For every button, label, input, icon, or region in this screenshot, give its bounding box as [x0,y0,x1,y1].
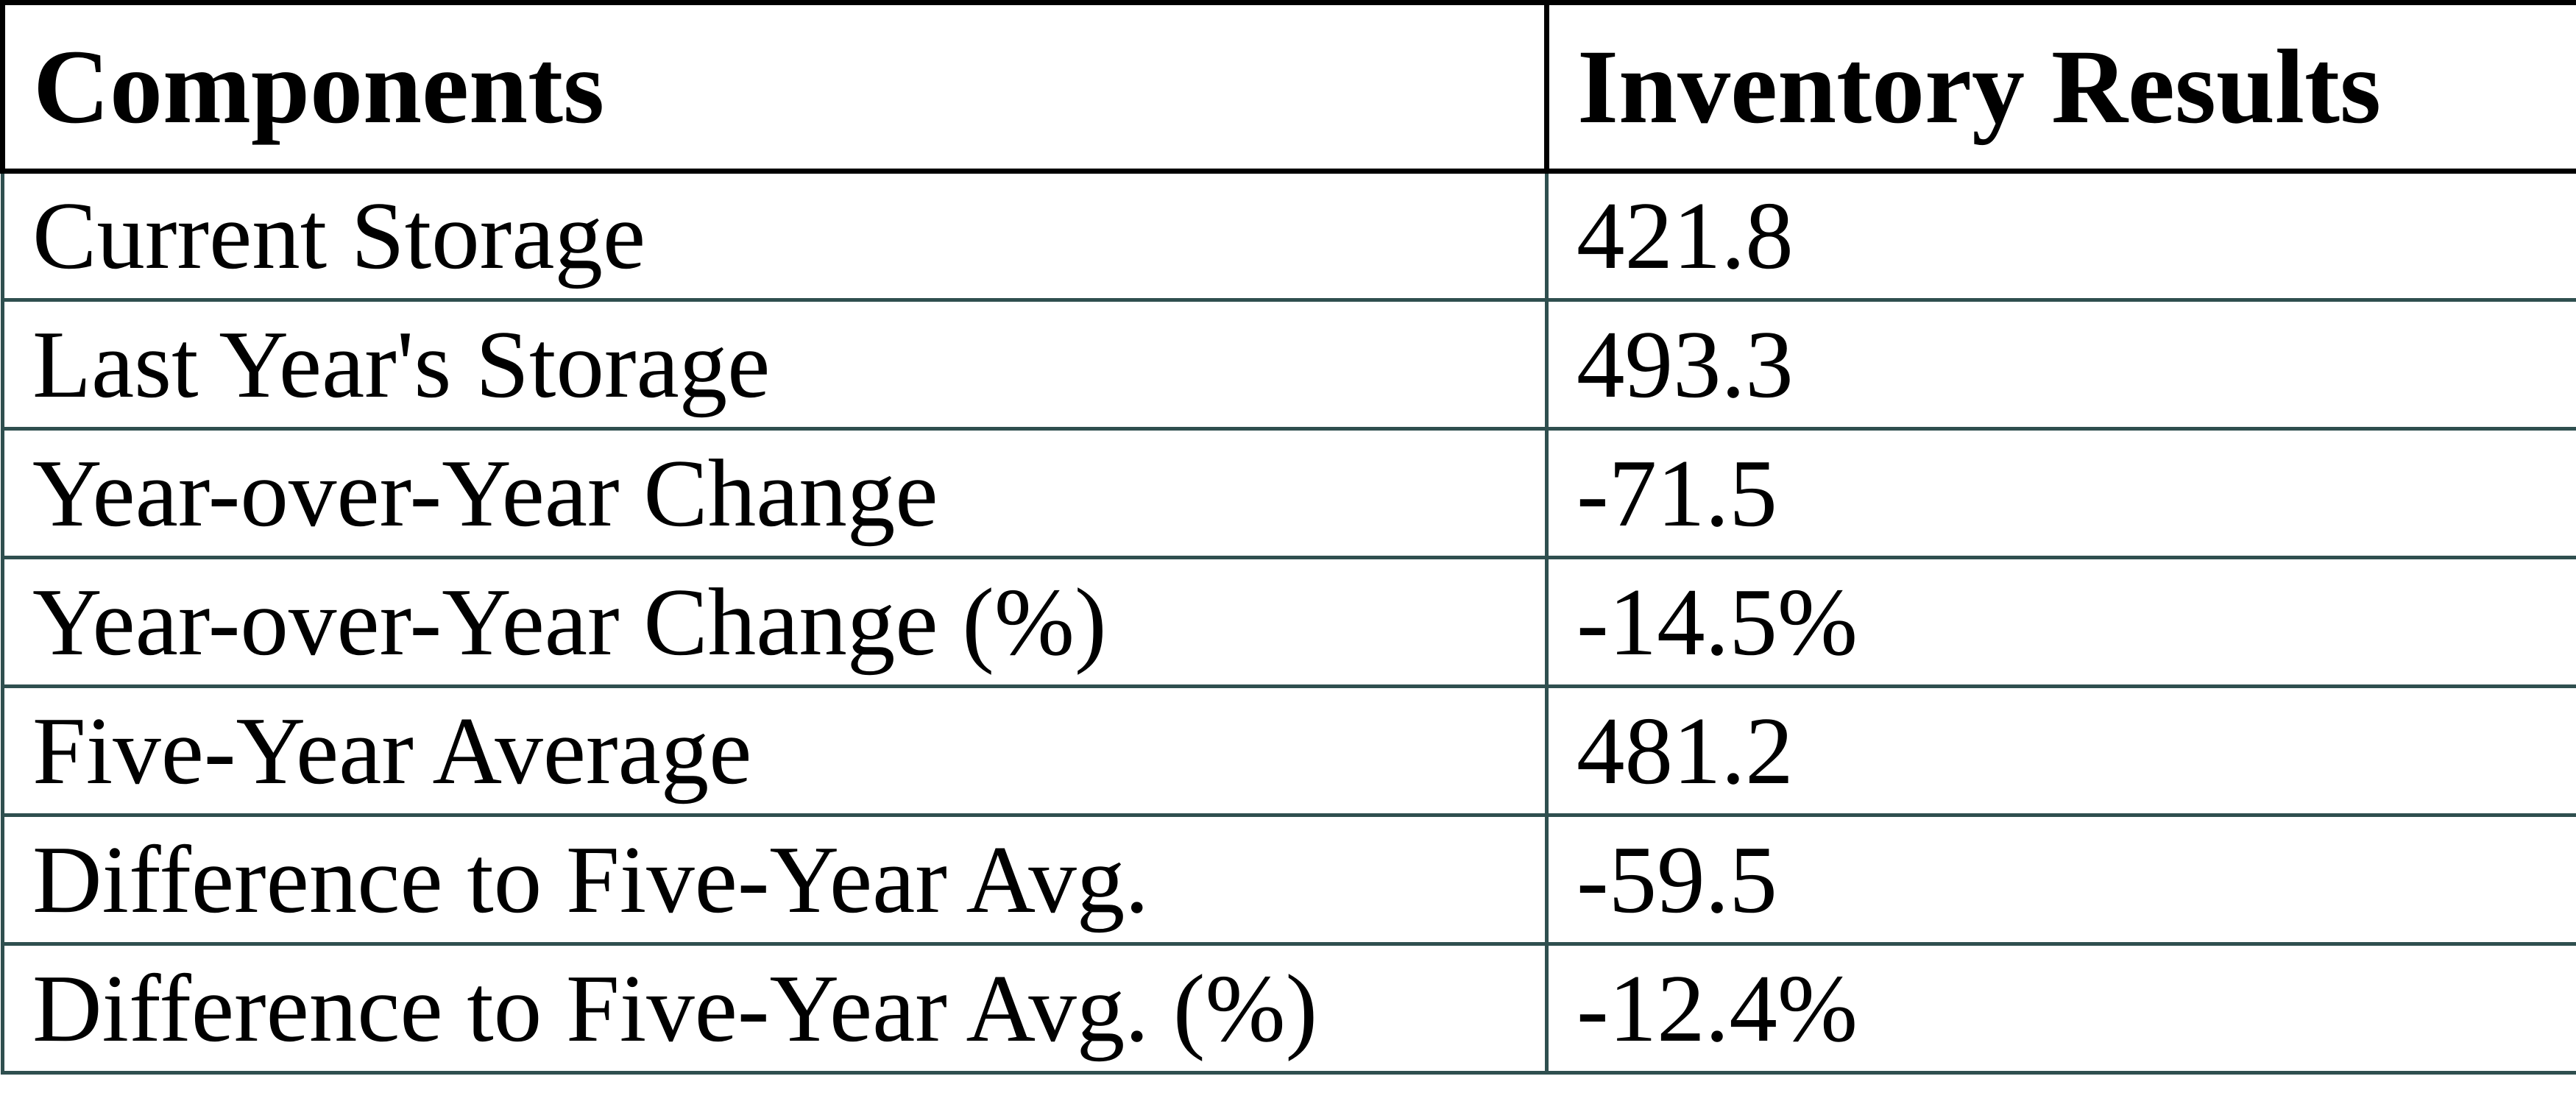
table-row: Difference to Five-Year Avg. -59.5 [1,813,2576,946]
component-label-cell: Current Storage [1,169,1549,302]
component-label-cell: Difference to Five-Year Avg. [1,813,1549,946]
component-label-cell: Five-Year Average [1,684,1549,817]
header-row: Components Inventory Results [0,0,2576,174]
table-row: Five-Year Average 481.2 [1,684,2576,817]
column-header-components: Components [0,0,1549,174]
component-label-cell: Difference to Five-Year Avg. (%) [1,942,1549,1075]
table-row: Year-over-Year Change -71.5 [1,427,2576,559]
inventory-value-cell: -12.4% [1545,942,2576,1075]
table-row: Difference to Five-Year Avg. (%) -12.4% [1,942,2576,1075]
inventory-value-cell: -71.5 [1545,427,2576,559]
inventory-value-cell: -59.5 [1545,813,2576,946]
inventory-value-cell: -14.5% [1545,556,2576,688]
table-row: Last Year's Storage 493.3 [1,298,2576,431]
component-label-cell: Year-over-Year Change (%) [1,556,1549,688]
component-label-cell: Year-over-Year Change [1,427,1549,559]
inventory-results-table: Components Inventory Results Current Sto… [0,0,2576,1075]
inventory-value-cell: 421.8 [1545,169,2576,302]
inventory-value-cell: 493.3 [1545,298,2576,431]
inventory-value-cell: 481.2 [1545,684,2576,817]
table-body: Current Storage 421.8 Last Year's Storag… [1,169,2576,1075]
table-row: Year-over-Year Change (%) -14.5% [1,556,2576,688]
column-header-inventory-results: Inventory Results [1544,0,2576,174]
component-label-cell: Last Year's Storage [1,298,1549,431]
table-row: Current Storage 421.8 [1,169,2576,302]
table-header: Components Inventory Results [0,0,2576,174]
